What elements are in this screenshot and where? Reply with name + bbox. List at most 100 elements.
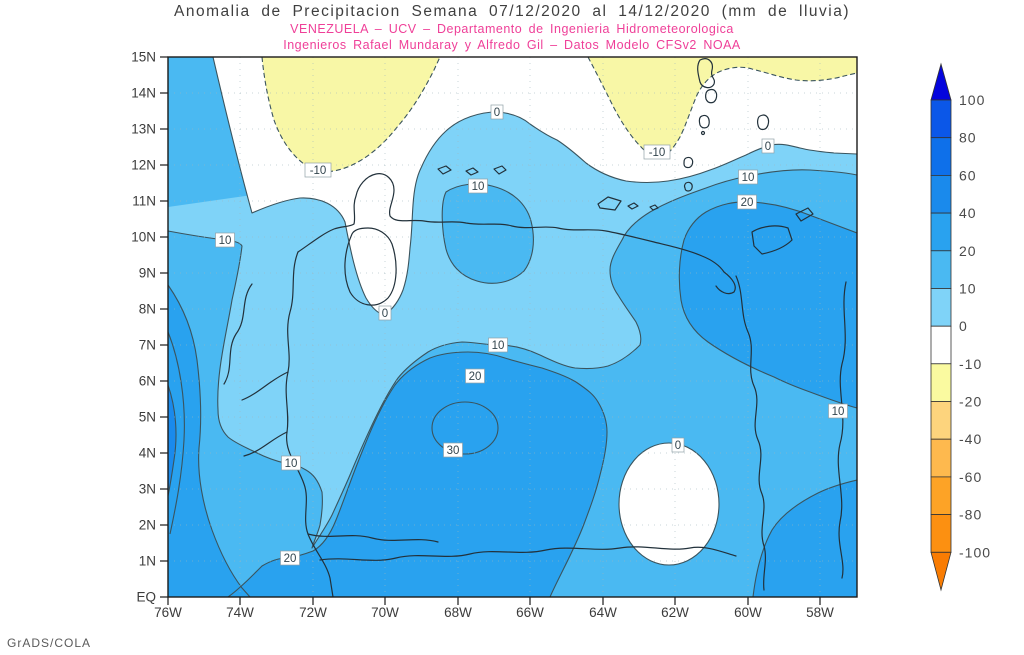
x-axis-label: 74W [226, 605, 254, 620]
contour-40-west [168, 384, 177, 497]
colorbar-segment [930, 174, 952, 214]
colorbar-segment [930, 514, 952, 553]
contour-neg10-west-dashed [261, 57, 441, 173]
fill-20-40-northeast [679, 201, 857, 408]
border-colombia-internal-1 [223, 283, 253, 385]
border-venezuela-brazil [319, 546, 737, 561]
page-title: Anomalia de Precipitacion Semana 07/12/2… [173, 3, 850, 20]
border-venezuela-guyana [735, 275, 767, 591]
subtitle-line2: Ingenieros Rafael Mundaray y Alfredo Gil… [283, 38, 741, 52]
contour-labels: -10 0 -10 0 10 20 10 10 0 10 20 30 0 10 10 20 [215, 104, 848, 566]
colorbar-segment [930, 288, 952, 327]
colorbar-segment [930, 401, 952, 440]
plot-frame [167, 56, 858, 598]
fill-20-40-south [228, 352, 607, 597]
fill-20-40-southeast [753, 480, 857, 597]
y-axis-label: 6N [139, 374, 156, 389]
colorbar-segment [930, 99, 952, 139]
x-axis-label: 68W [444, 605, 472, 620]
island-coche [627, 202, 639, 210]
contour-label-box [281, 455, 301, 471]
contour-30-loop [431, 401, 499, 455]
contour-20-south [227, 351, 608, 597]
grid-lines [168, 57, 857, 597]
fill-40-60-west [168, 385, 176, 496]
fill-20-40-west-band [168, 285, 250, 597]
contour-label-box [490, 104, 504, 120]
contour-label-text: 20 [284, 553, 297, 565]
contour-label-text: 0 [382, 308, 388, 320]
colorbar-segment [930, 212, 952, 252]
contour-label-text: -10 [310, 165, 327, 177]
y-axis-label: 1N [139, 554, 156, 569]
contour-label-text: 20 [741, 197, 754, 209]
contour-label-box [488, 337, 508, 353]
colorbar-segment [930, 438, 952, 478]
island-cubagua [649, 204, 659, 211]
colorbar-segment [930, 137, 952, 176]
y-axis-label: 14N [131, 86, 156, 101]
colorbar-label: -80 [959, 507, 982, 523]
colorbar-segment [930, 363, 952, 402]
map-area: -10 0 -10 0 10 20 10 10 0 10 20 30 0 10 10 20 [168, 57, 857, 597]
border-colombia-internal-3 [243, 431, 288, 457]
y-axis-label: 9N [139, 266, 156, 281]
colorbar-segment [930, 250, 952, 289]
contour-label-text: 10 [472, 181, 485, 193]
contour-label-text: 20 [469, 371, 482, 383]
border-colombia-brazil [307, 533, 439, 543]
x-axis-label: 66W [516, 605, 544, 620]
contour-label-box [378, 305, 392, 321]
coastline-venezuela-north [297, 173, 736, 295]
colorbar-label: 20 [959, 243, 977, 259]
contour-label-box [643, 144, 671, 160]
island-curacao [465, 167, 479, 176]
contour-label-text: 10 [832, 406, 845, 418]
contour-20-west [168, 284, 251, 597]
contour-label-text: 10 [492, 340, 505, 352]
island-antilles-dot [700, 130, 706, 136]
colorbar-segment [930, 476, 952, 515]
y-axis-label: 12N [131, 158, 156, 173]
axes: 15N 14N 13N 12N 11N 10N 9N 8N 7N 6N 5N 4N 3N 2N 1N EQ76… [131, 50, 834, 621]
y-axis-label: 11N [132, 194, 156, 209]
contour-neg10-east-dashed [587, 57, 857, 158]
colorbar-label: -40 [959, 431, 982, 447]
x-axis-label: 76W [154, 605, 182, 620]
x-axis-label: 62W [661, 605, 689, 620]
contour-0-north [212, 57, 857, 316]
contour-label-text: 10 [219, 235, 232, 247]
x-axis-label: 58W [806, 605, 834, 620]
contour-10-coastal-cell [441, 183, 534, 284]
x-axis-label: 72W [299, 605, 327, 620]
y-axis-label: 15N [131, 50, 156, 65]
colorbar-segment [930, 325, 952, 365]
island-bonaire [493, 165, 507, 175]
y-axis-label: 13N [131, 122, 156, 137]
colorbar-label: 80 [959, 130, 977, 146]
island-tobago [795, 207, 814, 222]
contour-label-box [304, 162, 332, 178]
colorbar-label: 10 [959, 281, 977, 297]
island-grenada [683, 181, 693, 192]
grads-credit: GrADS/COLA [7, 636, 92, 650]
contour-label-box [738, 169, 758, 185]
contour-label-text: 10 [742, 172, 755, 184]
fill-neg-anomaly-east [588, 57, 857, 158]
contour-label-box [468, 178, 488, 194]
contour-label-box [671, 437, 685, 453]
island-margarita [597, 196, 622, 211]
y-axis-label: EQ [136, 590, 156, 605]
island-antilles-2 [705, 88, 718, 104]
colorbar-label: -20 [959, 394, 982, 410]
contour-label-text: 30 [447, 445, 460, 457]
contour-label-box [828, 403, 848, 419]
island-barbados [757, 114, 770, 131]
contour-label-box [215, 232, 235, 248]
y-axis-label: 7N [139, 338, 156, 353]
contour-label-box [761, 138, 775, 154]
y-axis-label: 2N [139, 518, 156, 533]
